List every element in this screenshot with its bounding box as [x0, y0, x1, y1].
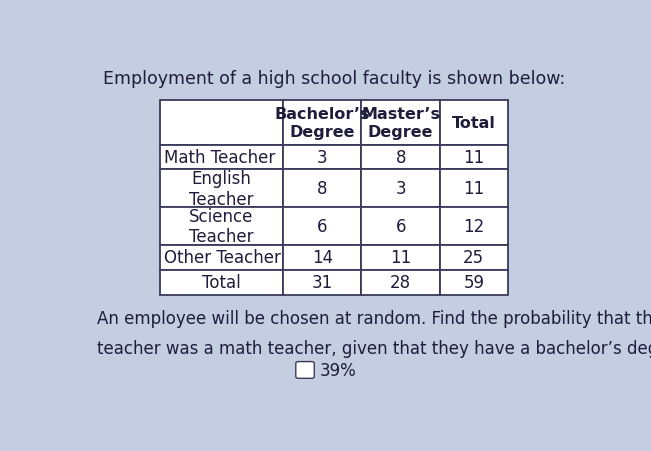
Text: 14: 14: [312, 249, 333, 267]
Bar: [361, 245, 440, 270]
Text: Bachelor’s
Degree: Bachelor’s Degree: [275, 107, 370, 139]
Text: Master’s
Degree: Master’s Degree: [361, 107, 440, 139]
Text: English
Teacher: English Teacher: [189, 170, 254, 208]
Bar: [440, 170, 508, 207]
Bar: [440, 270, 508, 295]
Text: 3: 3: [317, 149, 327, 166]
Text: 12: 12: [463, 217, 484, 235]
Text: teacher was a math teacher, given that they have a bachelor’s degree.: teacher was a math teacher, given that t…: [96, 339, 651, 357]
Bar: [283, 101, 361, 145]
Bar: [440, 145, 508, 170]
Text: Total: Total: [202, 274, 241, 292]
Text: 11: 11: [390, 249, 411, 267]
Text: Science
Teacher: Science Teacher: [189, 207, 254, 246]
Text: 28: 28: [390, 274, 411, 292]
Bar: [283, 270, 361, 295]
Text: 6: 6: [317, 217, 327, 235]
Bar: [440, 101, 508, 145]
Bar: [361, 145, 440, 170]
FancyBboxPatch shape: [296, 362, 314, 378]
Bar: [159, 270, 283, 295]
Text: 39%: 39%: [319, 361, 356, 379]
Text: 3: 3: [395, 180, 406, 198]
Bar: [159, 145, 283, 170]
Text: An employee will be chosen at random. Find the probability that the: An employee will be chosen at random. Fi…: [96, 309, 651, 327]
Bar: [283, 245, 361, 270]
Text: 8: 8: [317, 180, 327, 198]
Bar: [283, 207, 361, 245]
Bar: [159, 101, 283, 145]
Text: Other Teacher: Other Teacher: [163, 249, 281, 267]
Bar: [361, 101, 440, 145]
Text: 25: 25: [464, 249, 484, 267]
Bar: [159, 207, 283, 245]
Text: Employment of a high school faculty is shown below:: Employment of a high school faculty is s…: [102, 70, 565, 87]
Bar: [283, 170, 361, 207]
Text: Total: Total: [452, 116, 495, 131]
Bar: [361, 207, 440, 245]
Text: 31: 31: [312, 274, 333, 292]
Text: 11: 11: [463, 180, 484, 198]
Bar: [361, 270, 440, 295]
Bar: [159, 170, 283, 207]
Bar: [159, 245, 283, 270]
Text: 6: 6: [395, 217, 406, 235]
Bar: [440, 245, 508, 270]
Text: 8: 8: [395, 149, 406, 166]
Bar: [361, 170, 440, 207]
Text: Math Teacher: Math Teacher: [163, 149, 275, 166]
Bar: [440, 207, 508, 245]
Text: 59: 59: [464, 274, 484, 292]
Text: 11: 11: [463, 149, 484, 166]
Bar: [283, 145, 361, 170]
